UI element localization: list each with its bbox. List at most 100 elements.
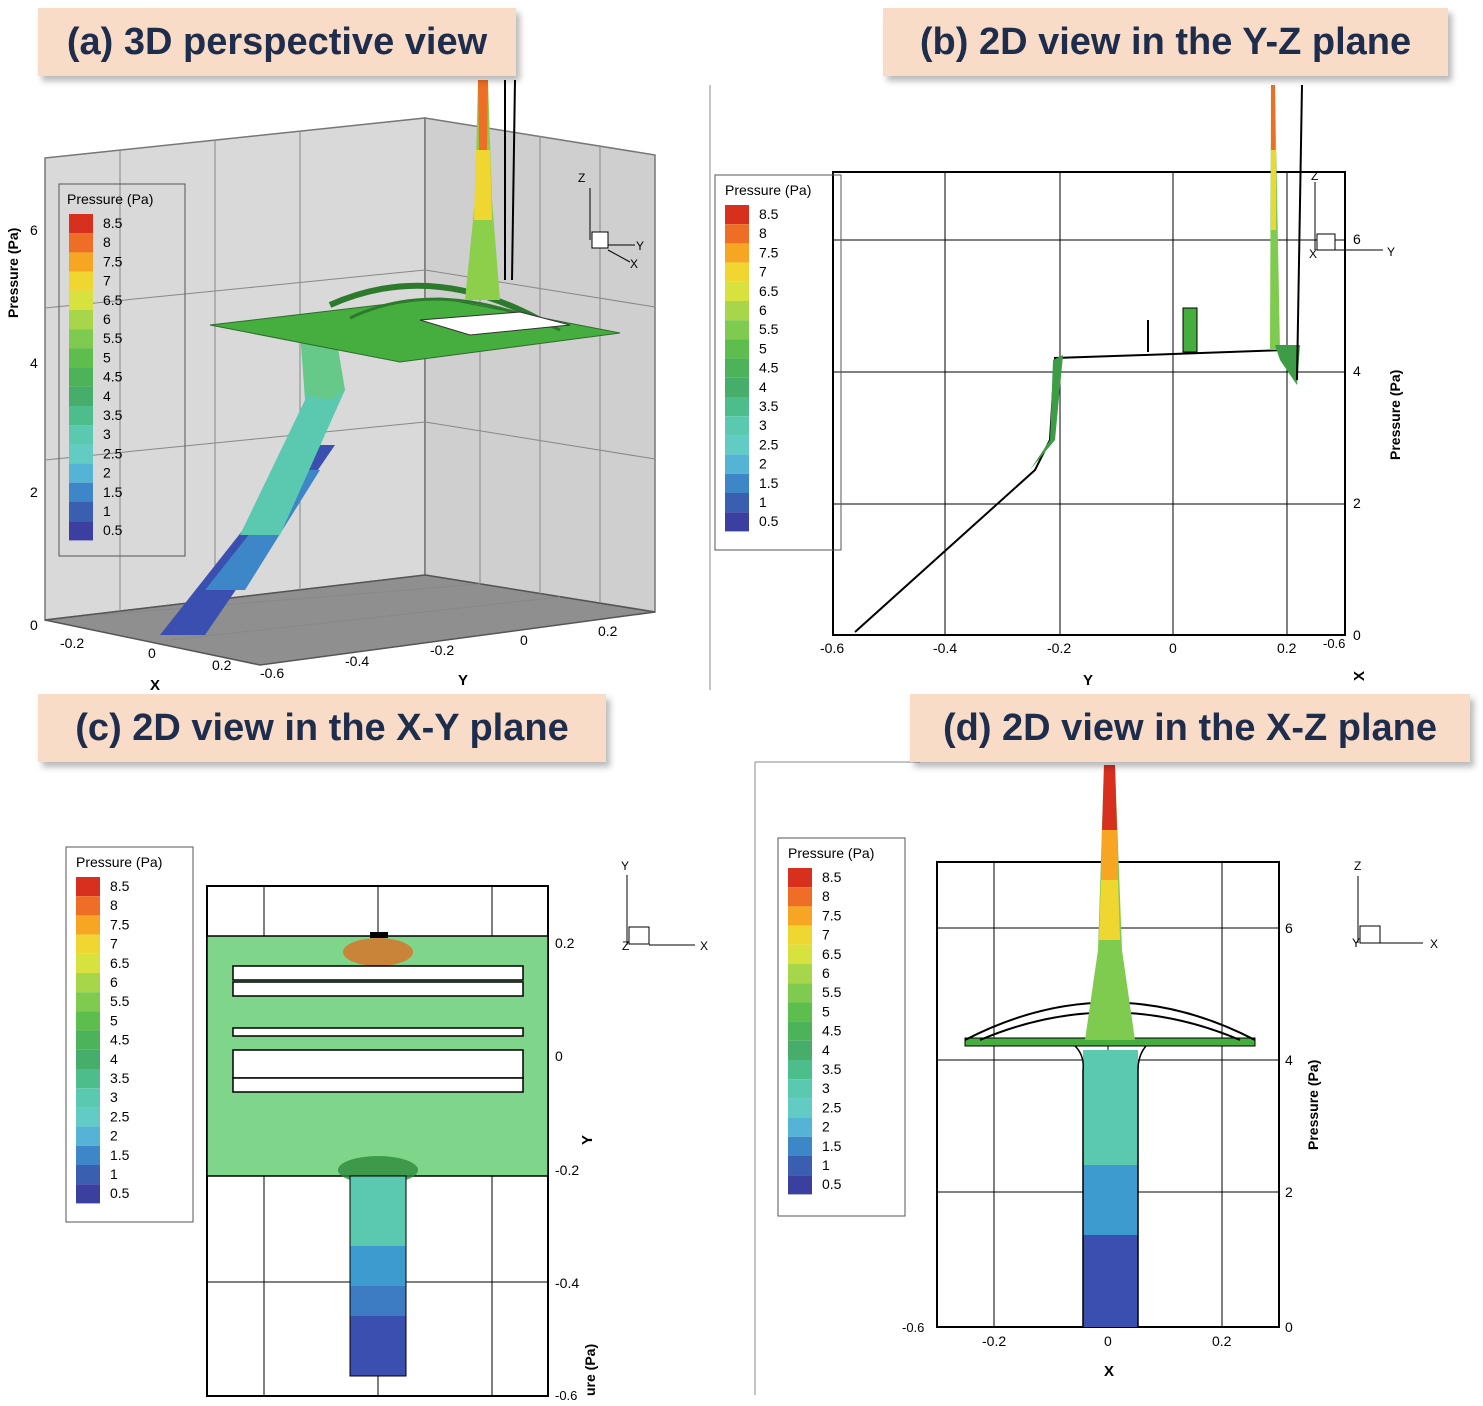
z-tick: 6 — [1285, 920, 1293, 936]
legend-level-label: 0.5 — [822, 1176, 842, 1192]
legend-swatch — [788, 1040, 812, 1060]
z-tick: 0 — [1353, 627, 1361, 643]
legend-level-label: 3 — [110, 1089, 118, 1105]
legend-swatch — [76, 1126, 100, 1146]
legend-swatch — [69, 329, 93, 349]
legend-level-label: 5 — [822, 1003, 830, 1019]
legend-swatch — [725, 262, 749, 282]
legend-level-label: 8.5 — [110, 878, 130, 894]
y-tick: -0.2 — [430, 642, 454, 658]
legend-swatch — [725, 281, 749, 301]
legend-swatch — [76, 1184, 100, 1204]
z-tick: 4 — [30, 355, 38, 371]
corner-tick: -0.6 — [1323, 636, 1345, 651]
legend-level-label: 2 — [822, 1119, 830, 1135]
legend-level-label: 8.5 — [103, 215, 123, 231]
x-tick: 0 — [148, 645, 156, 661]
legend-swatch — [788, 1002, 812, 1022]
triad-x: X — [630, 257, 638, 271]
panel-d-title: (d) 2D view in the X-Z plane — [910, 694, 1470, 762]
legend-swatch — [69, 348, 93, 368]
legend-level-label: 4 — [759, 379, 767, 395]
x-tick: 0 — [1169, 640, 1177, 656]
spike-d-yellow — [1099, 880, 1120, 940]
x-tick: -0.6 — [820, 640, 844, 656]
x-tick: 0 — [1104, 1333, 1112, 1349]
legend-swatch — [788, 1021, 812, 1041]
x-tick: -0.2 — [982, 1333, 1006, 1349]
legend-swatch — [76, 1165, 100, 1185]
y-tick: 0 — [555, 1048, 563, 1064]
triad-z: Z — [1311, 169, 1318, 183]
x-ticks: -0.2 0 0.2 — [60, 635, 232, 673]
legend-level-label: 2.5 — [110, 1108, 130, 1124]
legend-level-label: 3 — [103, 426, 111, 442]
legend-swatch — [76, 1107, 100, 1127]
legend-swatch — [76, 1011, 100, 1031]
spike-b-mid — [1271, 150, 1276, 230]
legend-b: Pressure (Pa) 8.5 8 7.5 7 6.5 6 5.5 5 4.5 4 3.5 3 2.… — [714, 174, 842, 551]
triad-z: Z — [1354, 859, 1361, 873]
x-ticks-b: -0.6 -0.4 -0.2 0 0.2 — [820, 640, 1297, 656]
legend-swatch — [788, 906, 812, 926]
legend-swatch — [69, 502, 93, 522]
slot-5 — [232, 1077, 524, 1093]
legend-swatch — [69, 271, 93, 291]
legend-swatch — [725, 358, 749, 378]
legend-level-label: 8.5 — [759, 206, 779, 222]
legend-level-label: 5.5 — [759, 321, 779, 337]
x-tick: -0.2 — [60, 635, 84, 651]
plot-d: Pressure (Pa) 8.5 8 7.5 7 6.5 6 5.5 5 4.5 4 3.5 3 2.… — [754, 761, 1438, 1395]
legend-level-label: 0.5 — [759, 513, 779, 529]
y-axis-label: Y — [458, 672, 468, 689]
panel-d-xz-view: Pressure (Pa) 8.5 8 7.5 7 6.5 6 5.5 5 4.5 4 3.5 3 2.… — [740, 690, 1483, 1401]
spike-top — [478, 80, 488, 150]
legend-swatch — [76, 953, 100, 973]
tray-slot — [419, 311, 571, 336]
legend-swatch — [69, 367, 93, 387]
legend-swatch — [69, 521, 93, 541]
spike-d-top — [1102, 765, 1117, 830]
legend-level-label: 1 — [822, 1157, 830, 1173]
right-ticks-b: 6 4 2 0 — [1353, 231, 1361, 643]
z-axis-label: Pressure (Pa) — [5, 228, 21, 318]
legend-level-label: 4 — [110, 1051, 118, 1067]
legend-swatch — [76, 1069, 100, 1089]
legend-level-label: 6 — [110, 974, 118, 990]
right-ticks-c: 0.2 0 -0.2 -0.4 — [555, 935, 579, 1291]
legend-level-label: 5 — [110, 1012, 118, 1028]
legend-swatch — [788, 1079, 812, 1099]
legend-swatch — [69, 252, 93, 272]
legend-swatch — [788, 1156, 812, 1176]
y-tick: 0.2 — [598, 623, 618, 639]
right-ticks-d: 6 4 2 0 — [1285, 920, 1293, 1335]
legend-swatch — [69, 463, 93, 483]
legend-swatch — [788, 868, 812, 888]
legend-title: Pressure (Pa) — [788, 845, 874, 861]
legend-level-label: 4.5 — [110, 1032, 130, 1048]
corner-tick: -0.6 — [902, 1320, 924, 1335]
legend-swatch — [788, 1175, 812, 1195]
legend-swatch — [788, 964, 812, 984]
plot-a: Pressure (Pa) 8.5 8 7.5 7 6.5 6 5.5 5 4.5 4 3.5 3 2.… — [5, 79, 656, 694]
x-tick: 0.2 — [1212, 1333, 1232, 1349]
slot-3 — [232, 1027, 524, 1037]
panel-c-title: (c) 2D view in the X-Y plane — [38, 694, 606, 762]
z-tick: 6 — [1353, 231, 1361, 247]
legend-level-label: 0.5 — [103, 522, 123, 538]
triad-z: Z — [622, 939, 629, 953]
legend-level-label: 1 — [759, 494, 767, 510]
legend-swatch — [725, 224, 749, 244]
legend-swatch — [69, 482, 93, 502]
legend-level-label: 7 — [103, 273, 111, 289]
legend-level-label: 6.5 — [822, 946, 842, 962]
legend-level-label: 6 — [759, 302, 767, 318]
legend-level-label: 6.5 — [103, 292, 123, 308]
slot-1 — [232, 965, 524, 981]
legend-level-label: 0.5 — [110, 1185, 130, 1201]
legend-level-label: 2.5 — [822, 1099, 842, 1115]
x-axis-label: X — [150, 677, 160, 694]
legend-level-label: 8.5 — [822, 869, 842, 885]
plot-c: Pressure (Pa) 8.5 8 7.5 7 6.5 6 5.5 5 4.5 4 3.5 3 2.… — [65, 846, 708, 1403]
legend-level-label: 3.5 — [759, 398, 779, 414]
